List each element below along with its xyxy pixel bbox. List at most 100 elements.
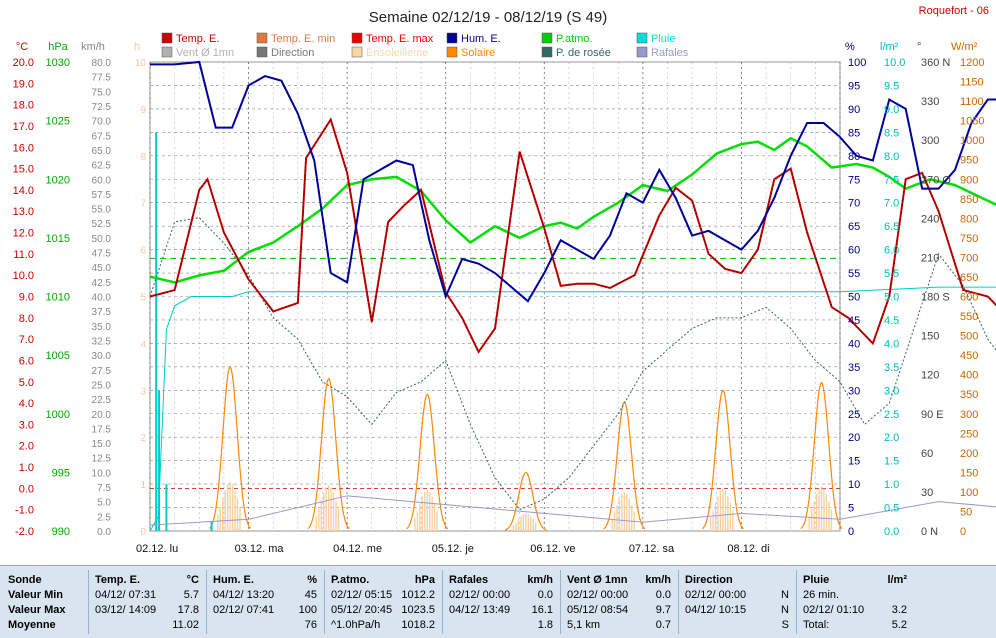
temperature-overlay <box>149 118 996 353</box>
humidity-tick-label: 25 <box>848 409 860 421</box>
summary-wind-avg: 0.7 <box>655 619 671 631</box>
legend-label: Temp. E. max <box>366 33 434 45</box>
pressure-tick-label: 995 <box>52 467 70 479</box>
legend-label: Hum. E. <box>461 33 501 45</box>
humidity-tick-label: 45 <box>848 315 860 327</box>
humidity-tick-label: 70 <box>848 198 860 210</box>
legend-label: P. de rosée <box>556 47 611 59</box>
direction-tick-label: 0 N <box>921 526 938 538</box>
summary-pressure-unit: hPa <box>414 574 435 586</box>
temp-axis-unit: °C <box>16 41 28 53</box>
rain-axis-unit: l/m² <box>880 41 899 53</box>
humidity-tick-label: 30 <box>848 385 860 397</box>
summary-rain-unit: l/m² <box>887 574 907 586</box>
humidity-tick-label: 5 <box>848 503 854 515</box>
summary-col-wind: Vent Ø 1mn km/h 02/12/ 00:00 0.0 05/12/ 08… <box>560 570 677 634</box>
direction-tick-label: 330 <box>921 96 939 108</box>
pressure-tick-label: 1015 <box>46 233 70 245</box>
legend-label: Vent Ø 1mn <box>176 47 234 59</box>
rain-tick-label: 2.5 <box>884 409 899 421</box>
summary-gust-max: 16.1 <box>531 604 553 616</box>
legend-swatch <box>541 32 553 44</box>
legend-swatch <box>256 46 268 58</box>
pressure-tick-label: 1000 <box>46 409 70 421</box>
solar-tick-label: 450 <box>960 350 978 362</box>
direction-axis-unit: ° <box>917 41 921 53</box>
legend-swatch <box>351 32 363 44</box>
wind-tick-label: 40.0 <box>92 293 112 304</box>
wind-tick-label: 60.0 <box>92 175 112 186</box>
direction-tick-label: 150 <box>921 331 939 343</box>
summary-dir-max-time: 04/12/ 10:15 <box>685 604 747 616</box>
summary-gust-max-time: 04/12/ 13:49 <box>449 604 511 616</box>
weather-chart: 20.019.018.017.016.015.014.013.012.011.0… <box>12 5 996 555</box>
humidity-tick-label: 85 <box>848 127 860 139</box>
rain-tick-label: 9.5 <box>884 80 899 92</box>
rain-tick-label: 4.5 <box>884 315 899 327</box>
temp-tick-label: -2.0 <box>15 526 34 538</box>
summary-label-avg: Moyenne <box>8 619 56 631</box>
legend-label: Solaire <box>461 47 495 59</box>
humidity-tick-label: 90 <box>848 104 860 116</box>
summary-dir-avg: S <box>781 619 789 631</box>
summary-gust-min-time: 02/12/ 00:00 <box>449 589 511 601</box>
series-layer <box>149 60 996 532</box>
summary-label-min: Valeur Min <box>8 589 64 601</box>
summary-col-temp: Temp. E. °C 04/12/ 07:31 5.7 03/12/ 14:09 1… <box>88 570 205 634</box>
wind-tick-label: 27.5 <box>92 366 112 377</box>
axes-layer: 20.019.018.017.016.015.014.013.012.011.0… <box>13 41 985 555</box>
humidity-tick-label: 0 <box>848 526 854 538</box>
summary-wind-title: Vent Ø 1mn <box>567 574 628 586</box>
direction-tick-label: 240 <box>921 213 939 225</box>
summary-col-labels: Sonde Valeur Min Valeur Max Moyenne <box>2 570 86 634</box>
sun-tick-label: 2 <box>140 433 146 444</box>
temp-tick-label: 20.0 <box>13 57 34 69</box>
summary-pressure-max: 1023.5 <box>401 604 435 616</box>
summary-temp-min-time: 04/12/ 07:31 <box>95 589 157 601</box>
solar-tick-label: 550 <box>960 311 978 323</box>
pressure-tick-label: 1025 <box>46 116 70 128</box>
rain-cumulative-line <box>149 286 996 532</box>
solar-tick-label: 600 <box>960 292 978 304</box>
humidity-tick-label: 10 <box>848 479 860 491</box>
direction-tick-label: 60 <box>921 448 933 460</box>
summary-label-max: Valeur Max <box>8 604 66 616</box>
wind-tick-label: 10.0 <box>92 468 112 479</box>
wind-tick-label: 25.0 <box>92 380 112 391</box>
wind-tick-label: 0.0 <box>97 527 111 538</box>
day-label: 05.12. je <box>432 543 474 555</box>
summary-hum-max-time: 02/12/ 07:41 <box>213 604 275 616</box>
summary-col-pressure: P.atmo. hPa 02/12/ 05:15 1012.2 05/12/ 20:… <box>324 570 441 634</box>
rain-tick-label: 6.0 <box>884 245 899 257</box>
solar-curve <box>603 400 646 530</box>
wind-tick-label: 45.0 <box>92 263 112 274</box>
solar-curve <box>701 389 744 530</box>
summary-dir-min: N <box>781 589 789 601</box>
rain-tick-label: 6.5 <box>884 221 899 233</box>
wind-tick-label: 67.5 <box>92 131 112 142</box>
direction-tick-label: 210 <box>921 252 939 264</box>
legend-swatch <box>446 46 458 58</box>
temp-tick-label: 5.0 <box>19 377 34 389</box>
direction-tick-label: 270 O <box>921 174 951 186</box>
pressure-axis-unit: hPa <box>48 41 68 53</box>
chart-title: Semaine 02/12/19 - 08/12/19 (S 49) <box>369 9 608 26</box>
solar-tick-label: 1150 <box>960 77 984 89</box>
solar-tick-label: 150 <box>960 467 978 479</box>
legend-swatch <box>446 32 458 44</box>
solar-tick-label: 100 <box>960 487 978 499</box>
temp-tick-label: 7.0 <box>19 334 34 346</box>
humidity-tick-label: 20 <box>848 432 860 444</box>
pressure-line <box>149 136 996 284</box>
summary-temp-avg: 11.02 <box>172 619 199 631</box>
solar-tick-label: 1050 <box>960 116 984 128</box>
day-label: 02.12. lu <box>136 543 178 555</box>
rain-tick-label: 4.0 <box>884 338 899 350</box>
legend-swatch <box>636 32 648 44</box>
summary-wind-min-time: 02/12/ 00:00 <box>567 589 629 601</box>
temp-tick-label: 11.0 <box>13 249 34 261</box>
summary-hum-title: Hum. E. <box>213 574 254 586</box>
rain-tick-label: 10.0 <box>884 57 905 69</box>
summary-hum-max: 100 <box>298 604 317 616</box>
direction-tick-label: 90 E <box>921 409 944 421</box>
